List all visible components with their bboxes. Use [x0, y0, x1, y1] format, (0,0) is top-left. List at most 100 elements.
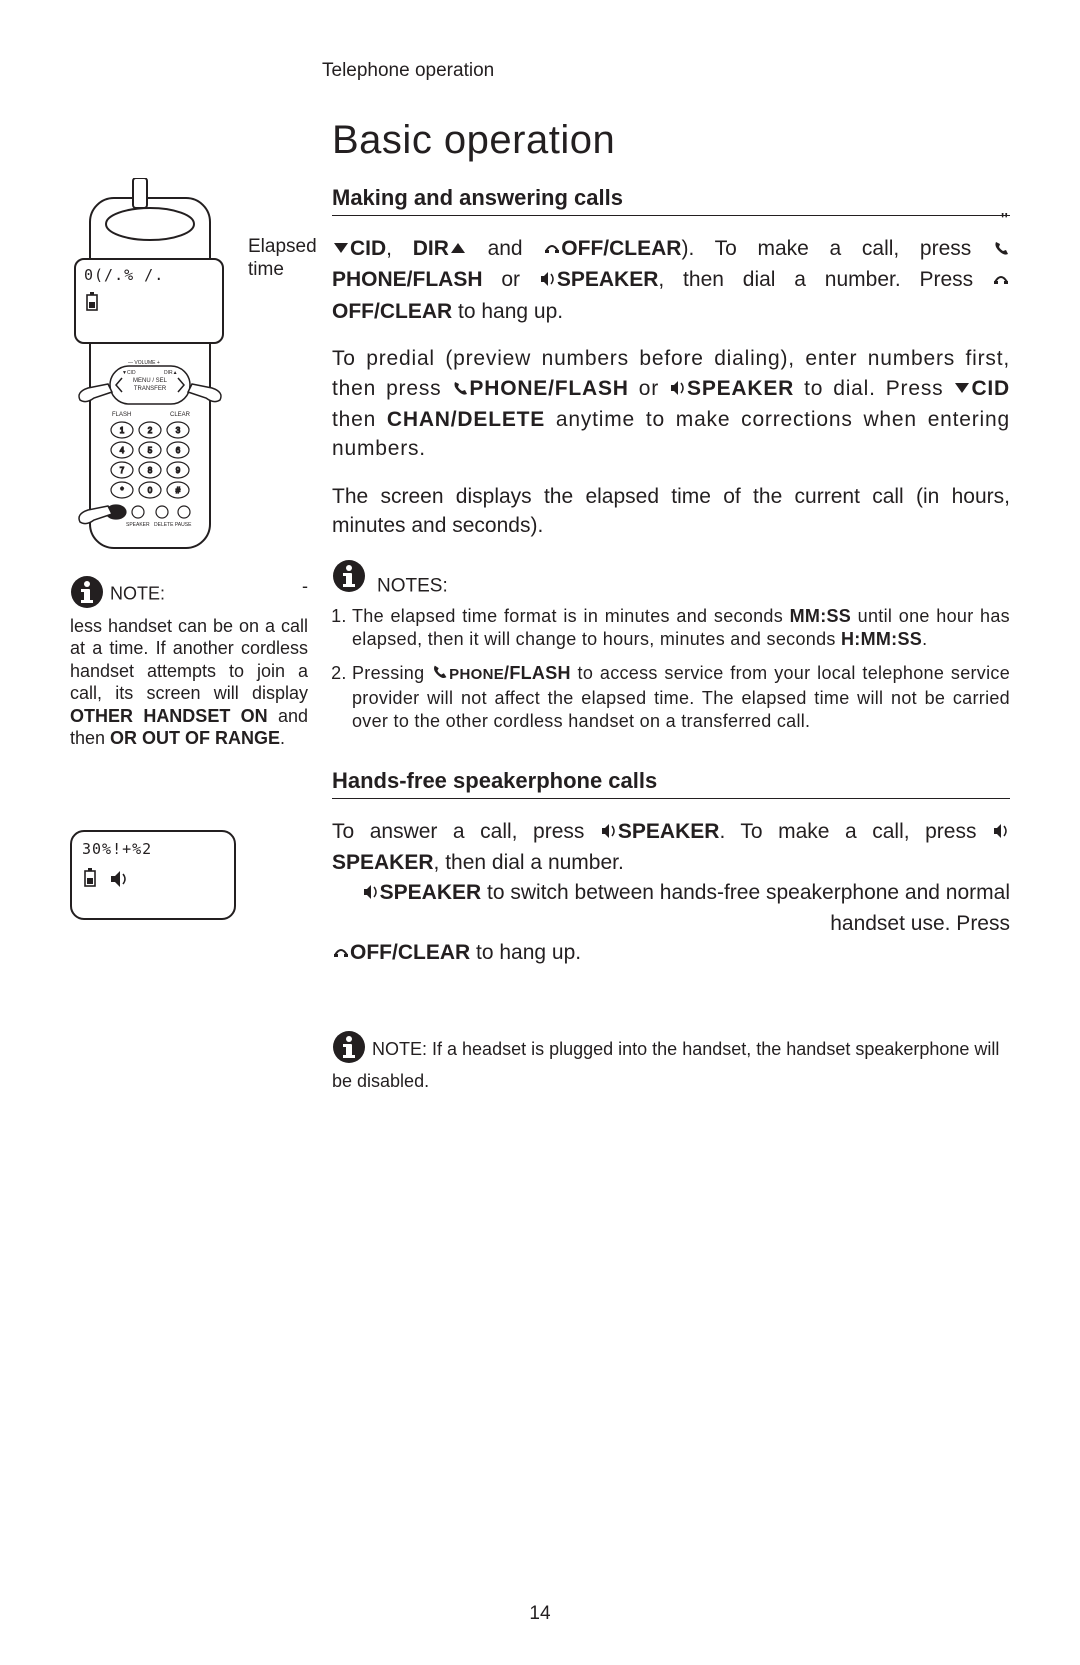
t: CHAN	[387, 408, 451, 431]
svg-text:2: 2	[148, 426, 153, 435]
page: " Telephone operation Elapsed time MENU …	[0, 0, 1080, 1665]
t: CID	[971, 377, 1010, 400]
t: ,	[386, 237, 413, 260]
up-triangle-icon	[449, 236, 467, 265]
section2-heading: Hands-free speakerphone calls	[332, 768, 1010, 799]
stray-quote: "	[1001, 210, 1008, 233]
screen1-line: 0(/.% /.	[84, 266, 214, 284]
section2-para1: To answer a call, press SPEAKER. To make…	[332, 817, 1010, 970]
svg-text:FLASH: FLASH	[112, 412, 131, 418]
svg-text:3: 3	[176, 426, 181, 435]
right-column: Basic operation Making and answering cal…	[332, 118, 1010, 1094]
t: SPEAKER	[618, 820, 720, 843]
t: , then dial a number.	[434, 851, 624, 874]
svg-text:4: 4	[120, 446, 125, 455]
svg-text:▼CID: ▼CID	[122, 370, 136, 376]
t: SPEAKER	[687, 377, 794, 400]
t: or	[629, 377, 669, 400]
speaker-icon	[362, 880, 380, 909]
svg-text:*: *	[120, 486, 123, 495]
svg-text:5: 5	[148, 446, 153, 455]
svg-text:0: 0	[148, 486, 153, 495]
info-icon	[332, 1030, 366, 1070]
notes-label: NOTES:	[377, 575, 448, 596]
phone-icon	[451, 376, 469, 405]
t: FLASH	[555, 377, 629, 400]
note-label: NOTE:	[110, 584, 165, 604]
t: /DELETE	[451, 408, 545, 431]
page-title: Basic operation	[332, 118, 1010, 163]
t: H:MM:SS	[841, 629, 922, 649]
t: PHONE/	[469, 377, 554, 400]
header-small: Telephone operation	[322, 60, 1010, 82]
screen-overlay-1: 0(/.% /.	[74, 258, 224, 344]
info-icon	[332, 559, 366, 599]
elapsed-time-label: Elapsed time	[248, 236, 318, 282]
speaker-icon	[669, 376, 687, 405]
svg-text:SPEAKER: SPEAKER	[126, 522, 150, 528]
t: then	[332, 408, 387, 431]
t: CID	[350, 237, 386, 260]
section1-para3: The screen displays the elapsed time of …	[332, 482, 1010, 541]
left-note-t4: OR OUT OF RANGE	[110, 728, 280, 748]
phone-illustration: Elapsed time MENU / SEL TRANSFER ▼CID DI…	[70, 178, 308, 563]
t: to dial. Press	[794, 377, 953, 400]
speaker-icon	[539, 267, 557, 296]
left-note-t2: OTHER HANDSET ON	[70, 706, 268, 726]
svg-text:1: 1	[120, 426, 125, 435]
t: MM:SS	[790, 606, 852, 626]
screen2-icons	[82, 868, 224, 890]
t: SPEAKER	[332, 851, 434, 874]
svg-text:DIR▲: DIR▲	[164, 370, 178, 376]
speaker-icon	[992, 819, 1010, 848]
battery-icon	[84, 292, 214, 317]
section2-note: NOTE: If a headset is plugged into the h…	[332, 1030, 1010, 1094]
t: SPEAKER	[380, 881, 482, 904]
off-icon	[992, 267, 1010, 296]
screen2-line: 30%!+%2	[82, 840, 224, 858]
t: PHONE	[449, 666, 504, 683]
columns: Elapsed time MENU / SEL TRANSFER ▼CID DI…	[70, 118, 1010, 1094]
svg-text:CLEAR: CLEAR	[170, 412, 191, 418]
svg-text:DELETE PAUSE: DELETE PAUSE	[154, 522, 192, 528]
t: To answer a call, press	[332, 820, 600, 843]
t: SPEAKER	[557, 268, 659, 291]
svg-text:TRANSFER: TRANSFER	[134, 386, 167, 392]
notes-block-1: NOTES: The elapsed time format is in min…	[332, 559, 1010, 734]
off-icon	[543, 236, 561, 265]
t: . To make a call, press	[719, 820, 992, 843]
t: CLEAR	[609, 237, 681, 260]
screen-overlay-2: 30%!+%2	[70, 830, 236, 920]
t: FLASH	[413, 268, 483, 291]
t: ). To make a call, press	[681, 237, 992, 260]
left-note: NOTE: - less handset can be on a call at…	[70, 575, 308, 750]
t: CLEAR	[398, 941, 470, 964]
note-item-2: Pressing PHONE/FLASH to access service f…	[352, 662, 1010, 734]
t: , then dial a number. Press	[658, 268, 992, 291]
svg-text:#: #	[176, 486, 181, 495]
svg-text:8: 8	[148, 466, 153, 475]
svg-text:6: 6	[176, 446, 181, 455]
handset-svg: MENU / SEL TRANSFER ▼CID DIR▲ — VOLUME +…	[70, 178, 240, 558]
t: Pressing	[352, 663, 431, 683]
down-triangle-icon	[953, 376, 971, 405]
svg-text:9: 9	[176, 466, 181, 475]
t: PHONE/	[332, 268, 413, 291]
phone-icon	[431, 663, 449, 687]
t: and	[467, 237, 543, 260]
note-item-1: The elapsed time format is in minutes an…	[352, 605, 1010, 652]
section1-para1: CID, DIR and OFF/CLEAR). To make a call,…	[332, 234, 1010, 326]
svg-text:— VOLUME +: — VOLUME +	[128, 360, 160, 366]
t: The elapsed time format is in minutes an…	[352, 606, 790, 626]
t: OFF/	[350, 941, 398, 964]
speaker-icon	[600, 819, 618, 848]
t: /FLASH	[504, 663, 571, 683]
left-column: Elapsed time MENU / SEL TRANSFER ▼CID DI…	[70, 118, 308, 1094]
left-note-t5: .	[280, 728, 285, 748]
t: to hang up.	[470, 941, 581, 964]
page-number: 14	[0, 1603, 1080, 1625]
notes-list: The elapsed time format is in minutes an…	[332, 605, 1010, 734]
t: OFF/	[561, 237, 609, 260]
note-label-2: NOTE:	[372, 1039, 427, 1059]
section1-heading: Making and answering calls	[332, 185, 1010, 216]
